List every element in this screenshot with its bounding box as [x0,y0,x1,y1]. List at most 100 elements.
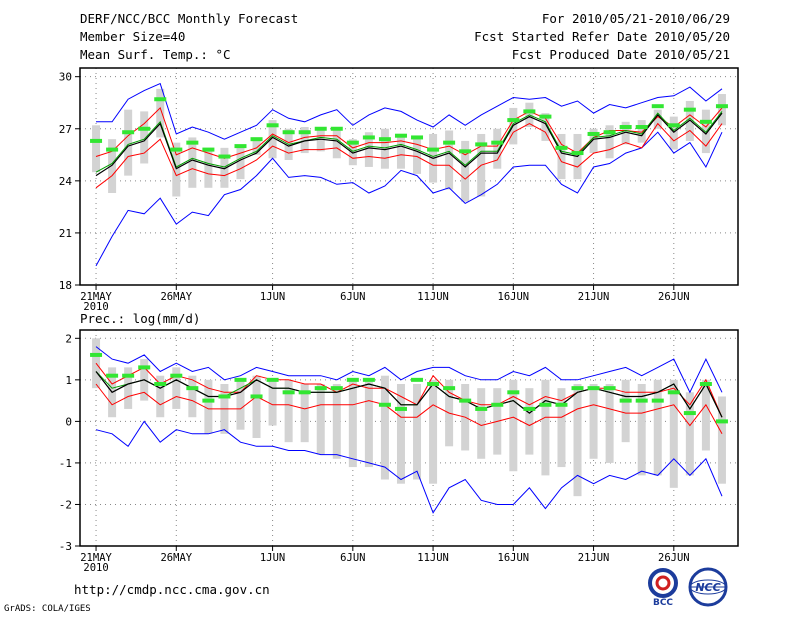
x-tick-label: 6JUN [340,291,365,303]
spread-box [188,375,197,418]
spread-box [188,137,197,188]
spread-box [124,109,133,176]
spread-box [557,133,566,180]
observation-marker [154,382,167,386]
spread-box [557,388,566,468]
spread-box [396,133,405,169]
spread-box [477,388,486,459]
source-url: http://cmdp.ncc.cma.gov.cn [74,582,270,597]
y-tick-label: -1 [59,457,72,470]
spread-box [380,128,389,169]
observation-marker [250,394,263,399]
spread-box [717,396,726,484]
observation-marker [411,377,424,382]
spread-box [685,392,694,476]
y-tick-label: 2 [65,332,72,345]
spread-box [364,379,373,468]
observation-marker [587,131,600,136]
upper-spread-line [95,362,723,418]
forecast-produced-date: Fcst Produced Date 2010/05/21 [511,47,730,62]
observation-marker [427,382,440,386]
y-tick-label: 21 [59,227,72,240]
observation-marker [154,97,167,102]
spread-box [396,384,405,484]
observation-marker [282,130,295,135]
plot-frame [79,67,739,286]
spread-box [252,375,261,438]
ncc-logo: NCC [688,567,728,607]
observation-marker [186,386,199,391]
x-tick-label: 16JUN [498,291,530,303]
observation-marker [138,126,151,131]
observation-marker [378,402,391,407]
spread-box [364,132,373,167]
spread-box [92,125,101,173]
observation-marker [298,390,311,395]
observation-marker [218,394,231,399]
x-tick-label: 21MAY [80,291,112,303]
y-tick-label: 30 [59,71,72,84]
x-tick-sublabel: 2010 [83,301,108,313]
x-tick-label: 21JUN [578,291,610,303]
bcc-logo-text: BCC [653,598,673,607]
observation-marker [443,140,456,145]
x-tick-label: 26JUN [658,552,690,564]
precip-axis-title: Prec.: log(mm/d) [80,311,200,326]
observation-marker [507,390,520,395]
spread-box [621,121,630,145]
observation-marker [491,402,504,407]
x-tick-label: 6JUN [340,552,365,564]
observation-marker [250,137,263,142]
observation-marker [715,104,728,109]
member-size-label: Member Size=40 [80,29,186,44]
y-tick-label: -3 [59,540,72,553]
observation-marker [330,126,343,131]
max-line [96,82,723,140]
observation-marker [202,398,215,403]
spread-box [348,379,357,468]
observation-marker [314,126,327,131]
observation-marker [346,140,359,145]
spread-box [701,379,710,451]
spread-box [637,120,646,143]
observation-marker [603,130,616,135]
spread-box [429,379,438,484]
mean-line [95,371,723,418]
spread-box [717,94,726,126]
spread-box [108,139,117,193]
y-tick-label: 1 [65,374,72,387]
observation-marker [362,377,375,382]
observation-marker [651,104,664,109]
observation-marker [298,130,311,135]
observation-marker [266,123,279,128]
x-tick-label: 16JUN [498,552,530,564]
spread-box [380,375,389,480]
x-tick-label: 11JUN [417,552,449,564]
max-line [95,346,723,394]
observation-marker [619,398,632,403]
x-tick-label: 26MAY [160,291,192,303]
spread-box [156,88,165,138]
observation-marker [667,390,680,395]
ncc-logo-text: NCC [695,581,720,594]
median-line [95,111,723,173]
spread-box [300,384,309,443]
spread-box [332,130,341,159]
lower-spread-line [95,122,723,189]
observation-marker [122,130,135,135]
observation-marker [603,386,616,391]
observation-marker [491,140,504,145]
observation-marker [234,377,247,382]
observation-marker [539,114,552,119]
spread-box [589,384,598,459]
observation-marker [715,419,728,424]
spread-box [653,109,662,129]
observation-marker [427,147,440,152]
spread-box [525,388,534,455]
y-tick-label: 18 [59,279,72,292]
observation-marker [523,109,536,114]
spread-box [204,379,213,434]
spread-box [300,127,309,154]
observation-marker [635,125,648,130]
